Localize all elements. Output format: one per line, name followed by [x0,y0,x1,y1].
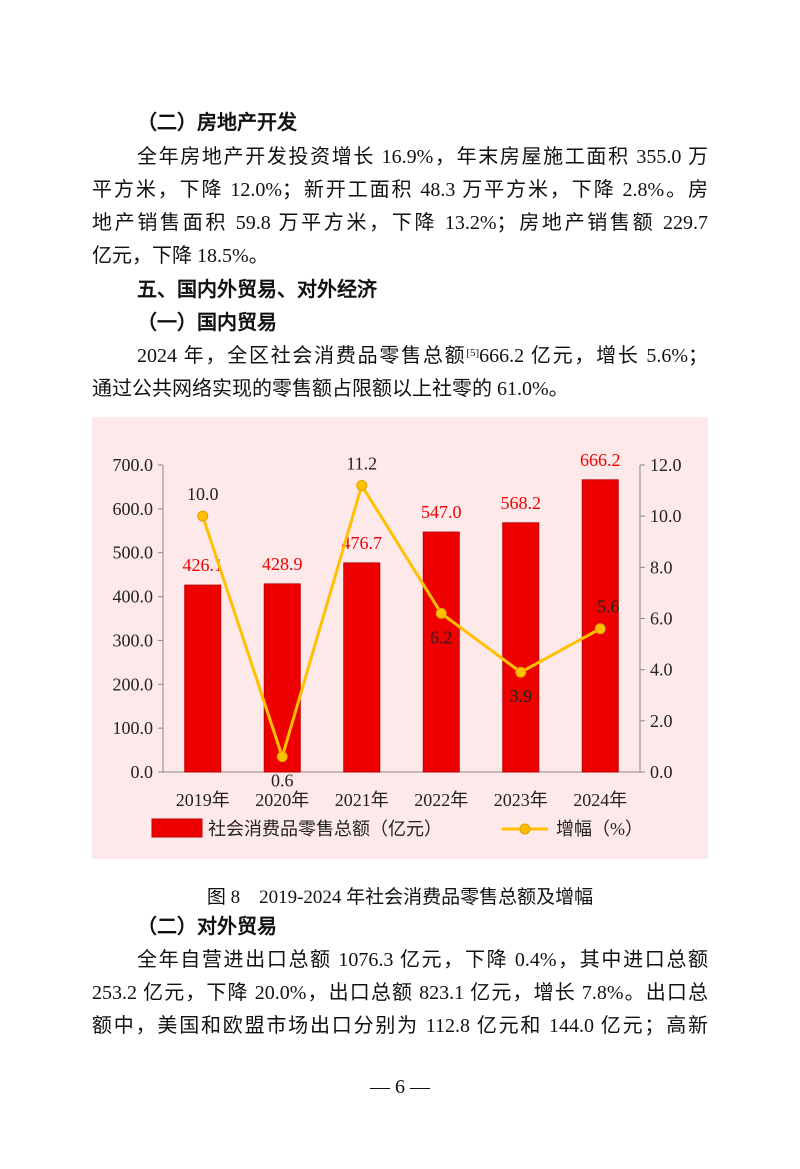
growth-data-label: 5.6 [597,597,620,617]
bar [422,531,460,773]
growth-data-label: 6.2 [430,627,453,647]
left-tick-label: 400.0 [113,587,154,607]
legend-line-label: 增幅（%） [556,819,643,839]
text: 666.2 亿元，增长 5.6%； [479,345,708,367]
growth-line [201,481,601,762]
x-tick-label: 2021年 [335,790,389,810]
left-tick-label: 200.0 [113,674,154,694]
x-tick-label: 2024年 [573,790,627,810]
paragraph-line: 2024 年，全区社会消费品零售总额[5]666.2 亿元，增长 5.6%； [137,344,708,368]
paragraph-line: 平方米，下降 12.0%；新开工面积 48.3 万平方米，下降 2.8%。房 [92,179,708,201]
paragraph-line: 全年房地产开发投资增长 16.9%，年末房屋施工面积 355.0 万 [137,146,708,168]
growth-data-label: 11.2 [346,453,377,473]
legend-line-marker [519,823,531,835]
growth-point [276,751,288,763]
paragraph-line: 额中，美国和欧盟市场出口分别为 112.8 亿元和 144.0 亿元；高新 [92,1015,708,1037]
right-tick-label: 8.0 [650,557,673,577]
bar-data-label: 666.2 [580,450,621,470]
bar-data-label: 476.7 [342,533,383,553]
legend-bar-label: 社会消费品零售总额（亿元） [208,819,442,839]
bar-data-label: 547.0 [421,502,462,522]
paragraph-line: 253.2 亿元，下降 20.0%，出口总额 823.1 亿元，增长 7.8%。… [92,982,708,1004]
retail-sales-chart: 0.0 100.0 200.0 300.0 400.0 500.0 600.0 700.0 0.… [92,417,708,859]
right-tick-label: 0.0 [650,762,673,782]
paragraph-line: 亿元，下降 18.5%。 [92,245,269,267]
right-tick-label: 10.0 [650,506,682,526]
left-tick-label: 500.0 [113,543,154,563]
footnote-ref[interactable]: [5] [466,347,480,359]
growth-point [594,623,606,635]
figure-caption: 图 8 2019-2024 年社会消费品零售总额及增幅 [206,887,594,908]
legend-bar-swatch [151,818,203,838]
section-heading-real-estate: （二）房地产开发 [137,112,297,134]
section-heading-trade: 五、国内外贸易、对外经济 [137,279,377,301]
growth-point [435,607,447,619]
paragraph-line: 地产销售面积 59.8 万平方米，下降 13.2%；房地产销售额 229.7 [92,212,708,234]
bar-data-label: 426.1 [183,555,224,575]
x-tick-label: 2022年 [414,790,468,810]
paragraph-line: 全年自营进出口总额 1076.3 亿元，下降 0.4%，其中进口总额 [137,949,708,971]
paragraph-line: 通过公共网络实现的零售额占限额以上社零的 61.0%。 [92,378,569,400]
left-tick-label: 700.0 [113,455,154,475]
bar [343,562,381,773]
x-tick-label: 2019年 [176,790,230,810]
growth-point [197,510,209,522]
left-tick-label: 300.0 [113,630,154,650]
page-number: — 6 — [370,1076,430,1098]
text: 2024 年，全区社会消费品零售总额 [137,345,467,367]
left-tick-label: 100.0 [113,718,154,738]
right-tick-label: 4.0 [650,660,673,680]
subheading-domestic-trade: （一）国内贸易 [137,312,277,334]
right-tick-label: 2.0 [650,711,673,731]
bar-data-label: 568.2 [501,493,542,513]
right-tick-label: 6.0 [650,609,673,629]
left-tick-label: 600.0 [113,499,154,519]
growth-point [515,666,527,678]
growth-point [356,479,368,491]
bar [263,583,301,773]
growth-data-label: 10.0 [187,484,219,504]
bar [184,584,222,773]
subheading-foreign-trade: （二）对外贸易 [137,916,277,938]
growth-data-label: 3.9 [510,686,533,706]
right-tick-label: 12.0 [650,455,682,475]
bar [502,522,540,773]
growth-data-label: 0.6 [271,771,294,791]
x-tick-label: 2020年 [255,790,309,810]
x-tick-label: 2023年 [494,790,548,810]
bar-data-label: 428.9 [262,554,303,574]
left-tick-label: 0.0 [131,762,154,782]
